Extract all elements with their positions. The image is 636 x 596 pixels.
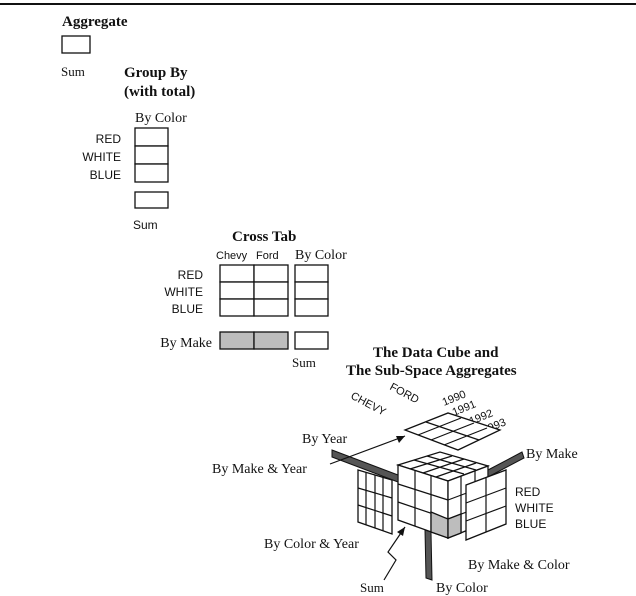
make-year-plane (403, 412, 502, 451)
group-by-cell (134, 145, 169, 165)
cube-color-label: RED (515, 485, 541, 499)
data-cube-title: The Data Cube and (373, 345, 499, 361)
aggregate-cell (61, 35, 91, 54)
cube-by-make-label: By Make (526, 447, 578, 462)
sum-arrowhead (397, 527, 405, 536)
color-year-plane (357, 469, 393, 535)
cross-tab-title: Cross Tab (232, 229, 296, 245)
by-make-year-arrowhead (396, 436, 405, 443)
cross-tab-color-total-cell (294, 298, 329, 317)
cross-tab-sum-label: Sum (292, 355, 316, 370)
by-year-rod (331, 449, 399, 483)
cube-by-make-color-label: By Make & Color (468, 558, 570, 573)
group-by-section: Group By (with total) By Color RED WHITE… (82, 65, 195, 232)
cross-tab-row-label: RED (178, 268, 204, 282)
cube-by-year-label: By Year (302, 432, 347, 447)
by-color-rod (424, 529, 433, 581)
cube-by-color-label: By Color (436, 581, 488, 596)
data-cube-subtitle: The Sub-Space Aggregates (346, 363, 517, 379)
cube-make-label: CHEVY (349, 390, 389, 419)
sum-pointer (383, 526, 406, 581)
cross-tab-cell (219, 298, 255, 317)
by-make-year-arrow (329, 435, 406, 465)
cross-tab-total-column-label: By Color (295, 248, 347, 263)
cross-tab-color-total-cell (294, 264, 329, 283)
cross-tab-cell (219, 264, 255, 283)
cube-sum-label: Sum (360, 580, 384, 595)
cross-tab-cell (253, 281, 289, 300)
cross-tab-by-make-label: By Make (160, 336, 212, 351)
cube-make-label: FORD (388, 381, 421, 406)
group-by-total-cell (134, 191, 169, 209)
cross-tab-cell (253, 298, 289, 317)
group-by-row-label: BLUE (90, 168, 121, 182)
cross-tab-make-total-cell (253, 331, 289, 350)
cross-tab-grand-total-cell (294, 331, 329, 350)
group-by-title: Group By (124, 65, 188, 81)
cross-tab-section: Cross Tab Chevy Ford By Color RED WHITE … (160, 229, 347, 370)
aggregate-title: Aggregate (62, 14, 128, 30)
cross-tab-cell (253, 264, 289, 283)
cross-tab-column-label: Ford (256, 250, 279, 262)
cross-tab-row-label: BLUE (172, 302, 203, 316)
data-cube-section: The Data Cube and The Sub-Space Aggregat… (212, 345, 578, 596)
make-color-plane (465, 469, 507, 541)
cube-color-label: BLUE (515, 517, 546, 531)
cross-tab-color-total-cell (294, 281, 329, 300)
group-by-column-label: By Color (135, 111, 187, 126)
cube-by-color-year-label: By Color & Year (264, 537, 359, 552)
group-by-subtitle: (with total) (124, 84, 195, 100)
cross-tab-make-total-cell (219, 331, 255, 350)
aggregate-sum-label: Sum (61, 64, 85, 79)
aggregate-section: Aggregate Sum (61, 14, 128, 79)
group-by-row-label: WHITE (82, 150, 121, 164)
cross-tab-row-label: WHITE (164, 285, 203, 299)
cube-color-label: WHITE (515, 501, 554, 515)
group-by-sum-label: Sum (133, 218, 158, 232)
by-make-rod (487, 451, 525, 478)
cube-by-make-year-label: By Make & Year (212, 462, 307, 477)
group-by-row-label: RED (96, 132, 122, 146)
cross-tab-column-label: Chevy (216, 250, 248, 262)
group-by-cell (134, 163, 169, 183)
cross-tab-cell (219, 281, 255, 300)
group-by-cell (134, 127, 169, 147)
